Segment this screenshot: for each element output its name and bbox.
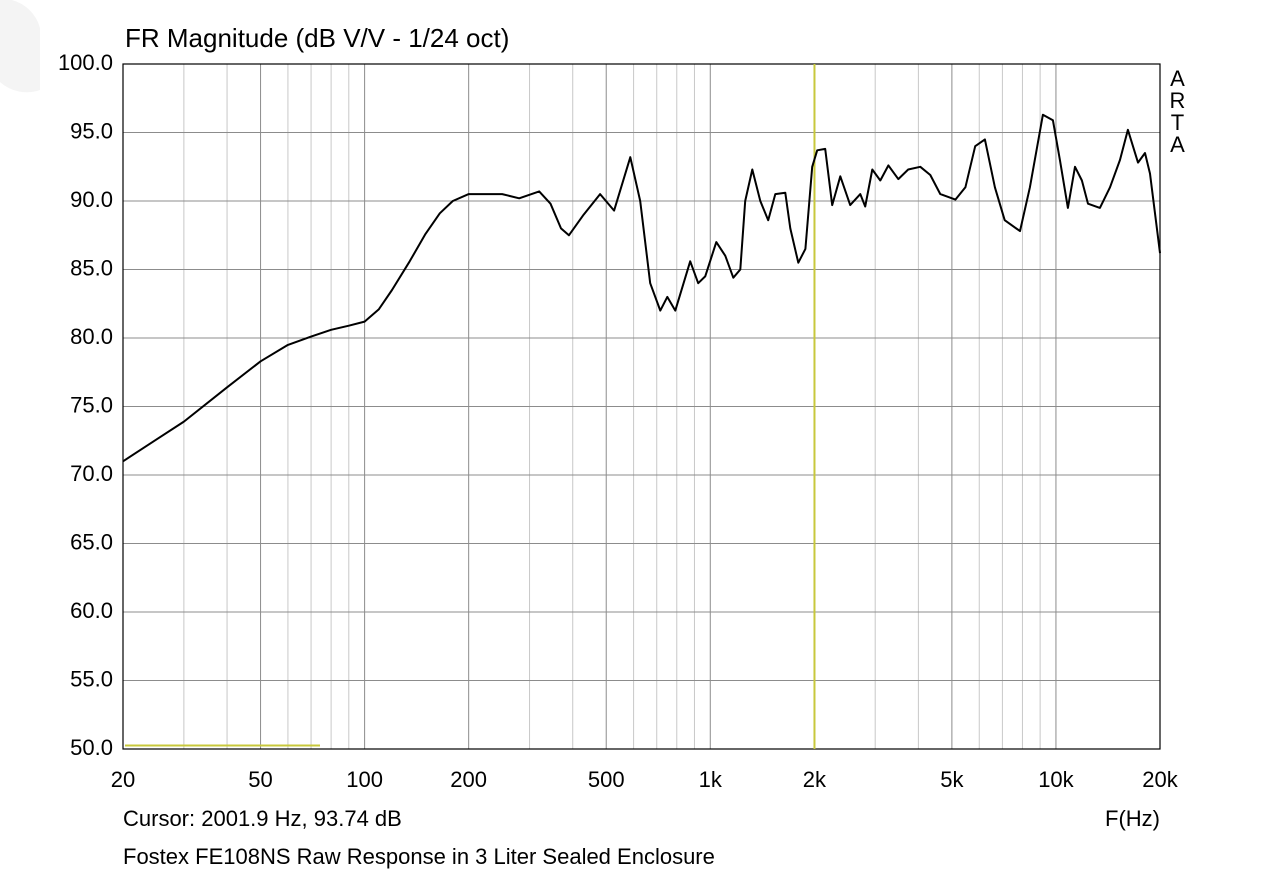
x-axis-label: F(Hz) — [1105, 806, 1160, 831]
x-tick-label: 200 — [450, 767, 487, 792]
x-tick-label: 5k — [940, 767, 964, 792]
y-tick-label: 65.0 — [70, 529, 113, 554]
corner-widget — [0, 0, 40, 93]
x-tick-label: 50 — [248, 767, 272, 792]
series-line — [122, 113, 1161, 463]
x-tick-label: 1k — [699, 767, 723, 792]
caption: Fostex FE108NS Raw Response in 3 Liter S… — [123, 844, 715, 869]
x-tick-label: 20 — [111, 767, 135, 792]
y-tick-label: 90.0 — [70, 187, 113, 212]
chart-title: FR Magnitude (dB V/V - 1/24 oct) — [125, 23, 509, 53]
y-tick-label: 75.0 — [70, 392, 113, 417]
x-tick-label: 10k — [1038, 767, 1074, 792]
y-tick-label: 70.0 — [70, 461, 113, 486]
x-tick-label: 2k — [803, 767, 827, 792]
y-tick-label: 95.0 — [70, 118, 113, 143]
plot — [122, 64, 1161, 749]
y-tick-label: 85.0 — [70, 255, 113, 280]
plot-frame — [122, 63, 1161, 750]
cursor-readout: Cursor: 2001.9 Hz, 93.74 dB — [123, 806, 402, 831]
watermark: ARTA — [1165, 66, 1190, 154]
y-tick-label: 50.0 — [70, 735, 113, 760]
grid — [122, 63, 1161, 750]
x-tick-label: 100 — [346, 767, 383, 792]
y-tick-label: 100.0 — [58, 50, 113, 75]
x-tick-label: 500 — [588, 767, 625, 792]
y-tick-label: 55.0 — [70, 666, 113, 691]
x-tick-label: 20k — [1142, 767, 1178, 792]
y-tick-label: 60.0 — [70, 598, 113, 623]
y-tick-label: 80.0 — [70, 324, 113, 349]
